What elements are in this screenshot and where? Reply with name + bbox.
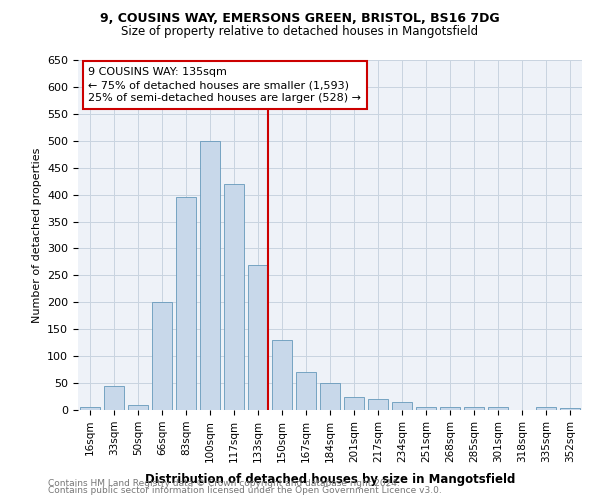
Bar: [368, 399, 388, 410]
Bar: [200, 141, 220, 410]
Bar: [560, 408, 580, 410]
Bar: [440, 408, 460, 410]
Bar: [344, 396, 364, 410]
X-axis label: Distribution of detached houses by size in Mangotsfield: Distribution of detached houses by size …: [145, 473, 515, 486]
Bar: [464, 408, 484, 410]
Bar: [488, 408, 508, 410]
Bar: [536, 408, 556, 410]
Bar: [416, 408, 436, 410]
Bar: [248, 264, 268, 410]
Bar: [152, 302, 172, 410]
Text: 9, COUSINS WAY, EMERSONS GREEN, BRISTOL, BS16 7DG: 9, COUSINS WAY, EMERSONS GREEN, BRISTOL,…: [100, 12, 500, 26]
Bar: [296, 372, 316, 410]
Bar: [224, 184, 244, 410]
Text: Contains HM Land Registry data © Crown copyright and database right 2024.: Contains HM Land Registry data © Crown c…: [48, 478, 400, 488]
Text: 9 COUSINS WAY: 135sqm
← 75% of detached houses are smaller (1,593)
25% of semi-d: 9 COUSINS WAY: 135sqm ← 75% of detached …: [88, 67, 361, 104]
Text: Contains public sector information licensed under the Open Government Licence v3: Contains public sector information licen…: [48, 486, 442, 495]
Bar: [80, 408, 100, 410]
Bar: [392, 402, 412, 410]
Bar: [128, 404, 148, 410]
Bar: [320, 383, 340, 410]
Bar: [272, 340, 292, 410]
Bar: [104, 386, 124, 410]
Text: Size of property relative to detached houses in Mangotsfield: Size of property relative to detached ho…: [121, 25, 479, 38]
Bar: [176, 198, 196, 410]
Y-axis label: Number of detached properties: Number of detached properties: [32, 148, 41, 322]
